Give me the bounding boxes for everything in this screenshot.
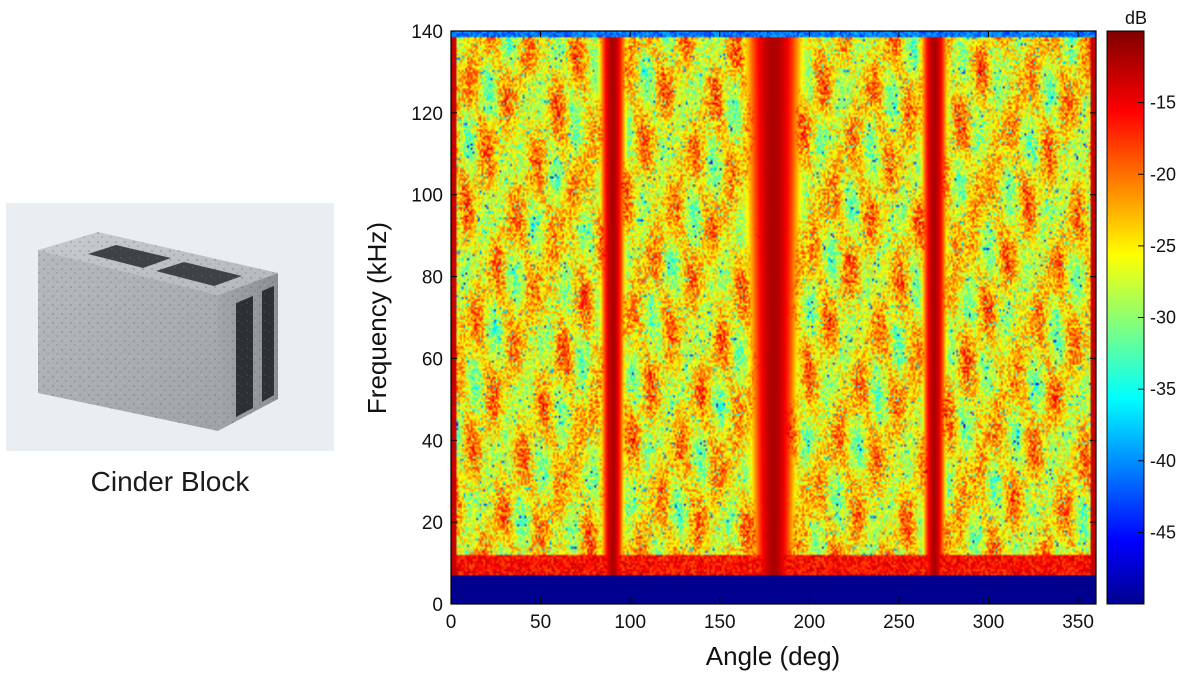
x-tick-label: 100 [614, 612, 646, 633]
photo-caption: Cinder Block [90, 466, 250, 497]
x-tick-label: 200 [793, 612, 825, 633]
colorbar-tick-label: -45 [1150, 522, 1176, 542]
colorbar-tick-label: -25 [1150, 236, 1176, 256]
plot-frame [450, 30, 1097, 605]
y-tick-label: 80 [422, 268, 443, 289]
y-tick-label: 60 [422, 349, 443, 370]
x-tick-label: 250 [883, 612, 915, 633]
colorbar-tick-label: -15 [1150, 93, 1176, 113]
y-axis: 0 20 40 60 80 100 120 140 [411, 22, 1096, 616]
heatmap-image [451, 31, 1096, 604]
cinder-block-photo [6, 203, 334, 451]
colorbar-tick-label: -40 [1150, 451, 1176, 471]
x-axis-title: Angle (deg) [706, 641, 840, 671]
y-tick-label: 120 [411, 104, 443, 125]
cinder-block-illustration [38, 232, 278, 431]
y-tick-label: 0 [432, 595, 443, 616]
y-tick-label: 100 [411, 186, 443, 207]
colorbar-ticks: -15 -20 -25 -30 -35 -40 -45 [1138, 93, 1176, 542]
colorbar-label: dB [1125, 8, 1147, 28]
x-axis: 0 50 100 150 200 250 300 350 [446, 31, 1094, 633]
colorbar-tick-label: -30 [1150, 308, 1176, 328]
x-tick-label: 350 [1062, 612, 1094, 633]
y-tick-label: 140 [411, 22, 443, 43]
x-tick-label: 50 [530, 612, 551, 633]
x-tick-label: 150 [704, 612, 736, 633]
y-tick-label: 20 [422, 513, 443, 534]
colorbar-tick-label: -35 [1150, 379, 1176, 399]
colorbar [1106, 30, 1145, 605]
colorbar-tick-label: -20 [1150, 164, 1176, 184]
x-tick-label: 0 [446, 612, 457, 633]
y-tick-label: 40 [422, 431, 443, 452]
x-tick-label: 300 [973, 612, 1005, 633]
y-axis-title: Frequency (kHz) [362, 222, 392, 414]
